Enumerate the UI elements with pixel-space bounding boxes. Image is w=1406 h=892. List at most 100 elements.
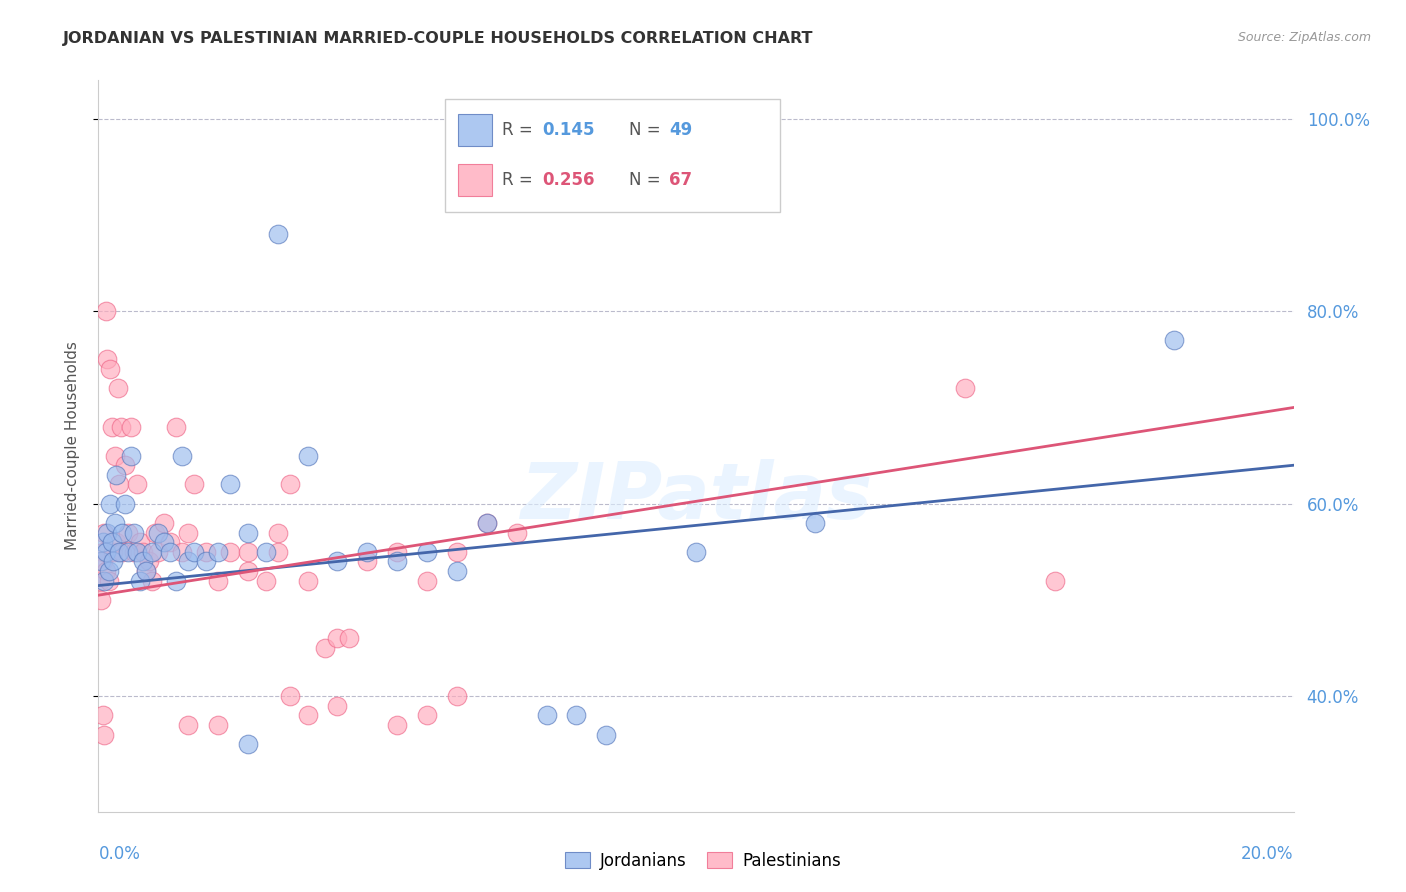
Point xyxy=(93,728,115,742)
Point xyxy=(236,525,259,540)
Point xyxy=(236,545,259,559)
Point xyxy=(93,574,115,588)
Point xyxy=(356,554,378,568)
Point xyxy=(96,525,118,540)
Point xyxy=(91,708,114,723)
Point xyxy=(297,449,319,463)
Point xyxy=(804,516,827,530)
Point xyxy=(183,477,205,491)
Point xyxy=(254,545,277,559)
Point xyxy=(326,554,349,568)
Point xyxy=(90,554,112,568)
Point xyxy=(141,545,163,559)
Point xyxy=(165,419,187,434)
Legend: Jordanians, Palestinians: Jordanians, Palestinians xyxy=(558,846,848,877)
Point xyxy=(219,477,242,491)
Point xyxy=(148,545,170,559)
Point xyxy=(315,641,337,656)
Point xyxy=(278,477,301,491)
Point xyxy=(183,545,205,559)
Point xyxy=(236,737,259,751)
Point xyxy=(91,554,114,568)
Text: Source: ZipAtlas.com: Source: ZipAtlas.com xyxy=(1237,31,1371,45)
Point xyxy=(90,593,112,607)
Point xyxy=(127,477,149,491)
Point xyxy=(385,545,409,559)
Y-axis label: Married-couple Households: Married-couple Households xyxy=(65,342,80,550)
Point xyxy=(132,554,155,568)
Point xyxy=(177,525,200,540)
Point xyxy=(94,304,117,318)
Point xyxy=(94,545,117,559)
Point xyxy=(135,564,157,578)
Point xyxy=(236,564,259,578)
Point xyxy=(120,419,142,434)
Point xyxy=(105,467,128,482)
Point xyxy=(153,516,176,530)
Point xyxy=(953,381,976,395)
Point xyxy=(207,545,229,559)
Point xyxy=(506,525,529,540)
Point xyxy=(93,525,115,540)
Point xyxy=(124,545,146,559)
Point xyxy=(94,564,117,578)
Point xyxy=(254,574,277,588)
Point xyxy=(100,419,122,434)
Point xyxy=(385,718,409,732)
Point xyxy=(385,554,409,568)
Point xyxy=(96,352,118,367)
Point xyxy=(98,362,122,376)
Point xyxy=(1163,333,1185,347)
Point xyxy=(159,535,181,549)
Point xyxy=(446,545,468,559)
Point xyxy=(141,574,163,588)
Point xyxy=(195,545,218,559)
Point xyxy=(127,545,149,559)
Point xyxy=(267,227,290,242)
Point xyxy=(326,632,349,646)
Point xyxy=(107,381,129,395)
Point xyxy=(100,535,122,549)
Point xyxy=(132,545,155,559)
Point xyxy=(114,458,136,473)
Point xyxy=(416,574,439,588)
Point xyxy=(138,554,160,568)
Point xyxy=(446,564,468,578)
Point xyxy=(195,554,218,568)
Point xyxy=(105,535,128,549)
Point xyxy=(120,449,142,463)
Point xyxy=(159,545,181,559)
Point xyxy=(89,574,111,588)
Point xyxy=(98,564,121,578)
Text: JORDANIAN VS PALESTINIAN MARRIED-COUPLE HOUSEHOLDS CORRELATION CHART: JORDANIAN VS PALESTINIAN MARRIED-COUPLE … xyxy=(63,31,814,46)
Point xyxy=(219,545,242,559)
Point xyxy=(103,554,125,568)
Text: ZIPatlas: ZIPatlas xyxy=(520,459,872,535)
Point xyxy=(111,525,134,540)
Point xyxy=(117,545,139,559)
Point xyxy=(143,525,166,540)
Point xyxy=(1043,574,1066,588)
Point xyxy=(297,574,319,588)
Point xyxy=(207,718,229,732)
Point xyxy=(595,728,617,742)
Point xyxy=(117,525,139,540)
Point xyxy=(685,545,707,559)
Point xyxy=(326,698,349,713)
Point xyxy=(114,497,136,511)
Point xyxy=(148,525,170,540)
Point xyxy=(103,545,125,559)
Point xyxy=(416,545,439,559)
Point xyxy=(129,535,152,549)
Point xyxy=(297,708,319,723)
Point xyxy=(111,545,134,559)
Text: 20.0%: 20.0% xyxy=(1241,846,1294,863)
Point xyxy=(278,690,301,704)
Point xyxy=(124,525,146,540)
Point xyxy=(108,545,131,559)
Point xyxy=(165,574,187,588)
Point xyxy=(177,718,200,732)
Point xyxy=(207,574,229,588)
Point xyxy=(91,535,114,549)
Point xyxy=(267,525,290,540)
